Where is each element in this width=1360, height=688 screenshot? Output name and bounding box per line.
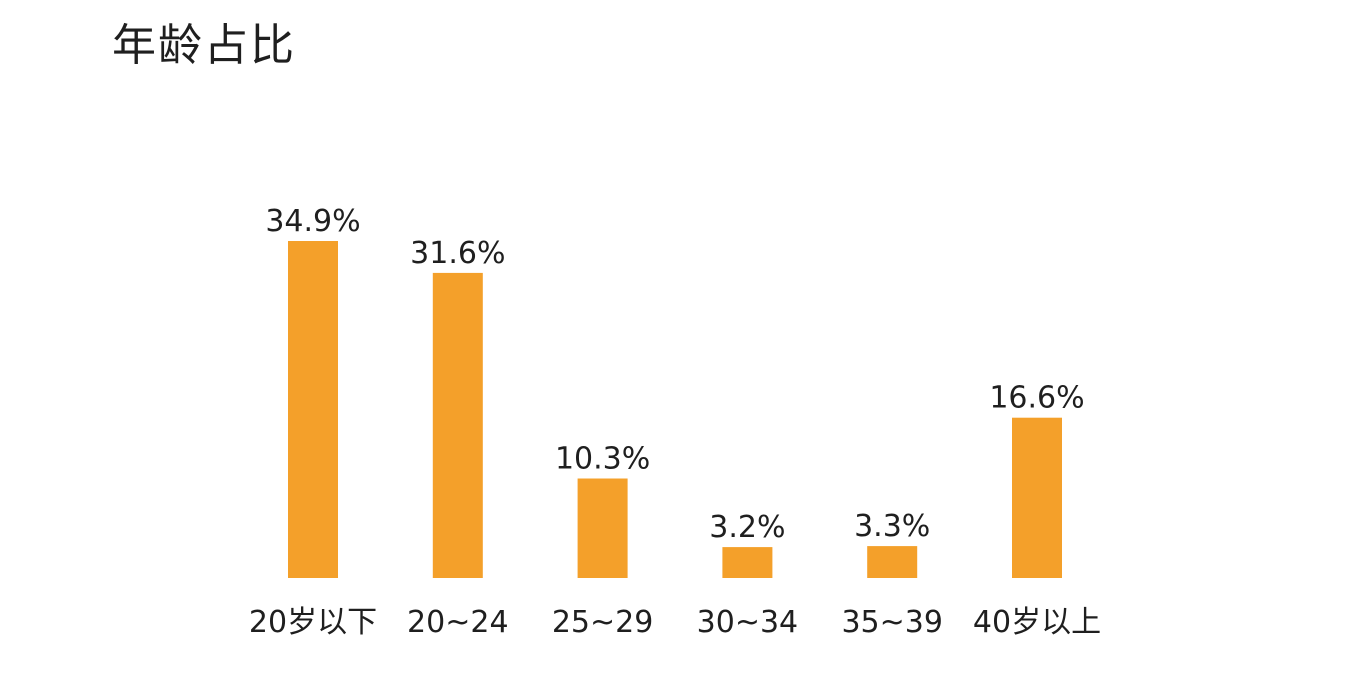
data-label-1: 31.6% bbox=[410, 236, 505, 271]
bar-5 bbox=[1012, 417, 1062, 578]
bar-4 bbox=[867, 546, 918, 578]
bar-3 bbox=[722, 547, 773, 578]
x-tick-label-3: 30~34 bbox=[697, 605, 798, 640]
bar-0 bbox=[288, 241, 338, 578]
bar-2 bbox=[577, 478, 628, 578]
data-label-5: 16.6% bbox=[989, 381, 1084, 416]
x-tick-label-0: 20岁以下 bbox=[249, 605, 377, 640]
chart-title: 年龄占比 bbox=[112, 20, 296, 71]
data-label-0: 34.9% bbox=[265, 204, 360, 239]
bar-1 bbox=[432, 272, 483, 578]
x-tick-label-1: 20~24 bbox=[407, 605, 508, 640]
x-tick-label-4: 35~39 bbox=[841, 605, 942, 640]
x-tick-label-2: 25~29 bbox=[552, 605, 653, 640]
data-label-2: 10.3% bbox=[555, 442, 650, 477]
data-label-3: 3.2% bbox=[709, 510, 785, 545]
x-tick-label-5: 40岁以上 bbox=[973, 605, 1101, 640]
data-label-4: 3.3% bbox=[854, 509, 930, 544]
